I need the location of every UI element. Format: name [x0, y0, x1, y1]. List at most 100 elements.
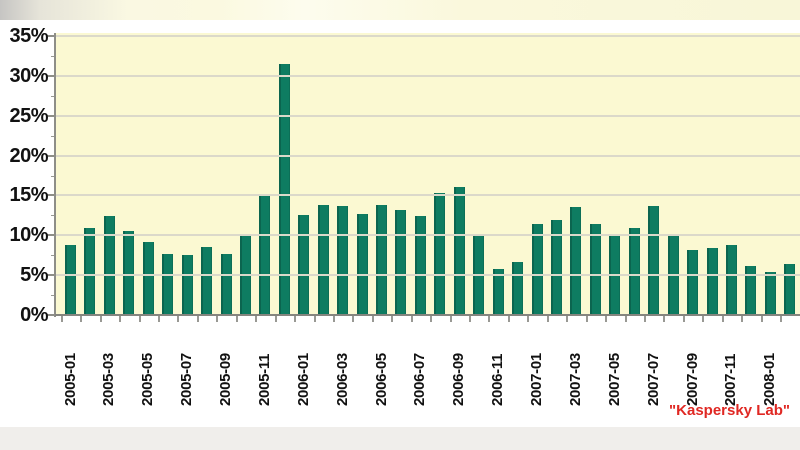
bar	[551, 220, 562, 315]
x-axis-tick	[99, 316, 102, 322]
y-axis-major-tick	[47, 314, 55, 316]
gridline	[55, 114, 800, 117]
bar	[706, 248, 718, 315]
bar	[181, 255, 193, 315]
bar	[220, 253, 232, 315]
x-axis-tick	[585, 316, 588, 322]
x-axis-tick	[663, 316, 666, 322]
y-axis-minor-tick	[51, 215, 55, 217]
bar	[376, 204, 388, 315]
y-axis-major-tick	[47, 194, 55, 197]
y-axis-label: 35%	[9, 25, 48, 47]
bar	[142, 242, 154, 315]
bar	[395, 209, 407, 315]
bar	[648, 205, 660, 315]
bar	[589, 224, 601, 315]
bar	[492, 268, 504, 315]
bar	[628, 228, 640, 315]
x-axis-tick	[780, 316, 783, 322]
gridline	[55, 234, 800, 237]
x-axis-tick	[741, 316, 744, 322]
bar	[784, 263, 796, 315]
y-axis-label: 0%	[20, 304, 48, 326]
x-axis-tick	[274, 316, 277, 322]
bar	[687, 249, 699, 315]
x-axis-label: 2007-07	[644, 353, 662, 406]
y-axis-minor-tick	[51, 295, 55, 297]
x-axis-tick	[546, 316, 549, 322]
y-axis-major-tick	[47, 114, 55, 117]
bar	[356, 213, 368, 315]
x-axis-label: 2005-05	[139, 353, 157, 406]
bar	[259, 193, 271, 315]
y-axis-label: 20%	[9, 144, 48, 167]
x-axis-tick	[507, 316, 510, 322]
x-axis-tick	[138, 316, 141, 322]
y-axis-major-tick	[47, 154, 55, 157]
y-axis-minor-tick	[51, 175, 55, 177]
x-axis-label: 2006-01	[294, 353, 312, 406]
x-axis-tick	[313, 316, 316, 322]
x-axis-label: 2007-11	[722, 353, 740, 406]
zero-baseline	[55, 314, 800, 316]
x-axis-label: 2006-11	[489, 353, 507, 406]
x-axis-label: 2005-03	[100, 353, 118, 406]
x-axis-label: 2006-09	[450, 353, 468, 406]
gridline	[55, 194, 800, 197]
x-axis-label: 2007-05	[605, 353, 623, 406]
x-axis-tick	[702, 316, 705, 322]
bar	[764, 271, 776, 315]
x-axis-tick	[410, 316, 413, 322]
y-axis-label: 10%	[9, 224, 48, 247]
bar	[725, 244, 737, 315]
x-axis-label: 2006-07	[411, 353, 429, 406]
top-gradient-strip	[0, 0, 800, 20]
bar	[453, 187, 465, 315]
x-axis-tick	[294, 316, 297, 322]
x-axis-tick	[430, 316, 433, 322]
x-axis-tick	[332, 316, 335, 322]
y-axis-major-tick	[47, 234, 55, 237]
y-axis-major-tick	[47, 35, 55, 37]
bar	[317, 204, 329, 315]
x-axis-label: 2008-01	[761, 353, 779, 406]
bar	[531, 224, 543, 315]
y-axis-minor-tick	[51, 255, 55, 257]
bar	[84, 228, 96, 315]
x-axis-tick	[371, 316, 374, 322]
x-axis-tick	[391, 316, 394, 322]
y-axis-major-tick	[47, 74, 55, 77]
y-axis-label: 5%	[20, 264, 48, 287]
x-axis-label: 2005-01	[61, 353, 79, 406]
bar	[162, 253, 174, 315]
x-axis-tick	[60, 316, 63, 322]
bar	[201, 247, 213, 315]
bar	[570, 206, 582, 315]
bar	[298, 214, 310, 315]
gridline	[55, 35, 800, 37]
x-axis-label: 2007-03	[566, 353, 584, 406]
x-axis-tick	[760, 316, 763, 322]
x-axis-tick	[682, 316, 685, 322]
x-axis-label: 2007-01	[528, 353, 546, 406]
x-axis-tick	[196, 316, 199, 322]
x-axis-label: 2005-09	[217, 353, 235, 406]
x-axis-tick	[605, 316, 608, 322]
x-axis-label: 2006-05	[372, 353, 390, 406]
x-axis-tick	[527, 316, 530, 322]
y-axis-major-tick	[47, 274, 55, 277]
x-axis-label: 2005-11	[255, 353, 273, 406]
x-axis-tick	[352, 316, 355, 322]
x-axis-tick	[643, 316, 646, 322]
bar	[337, 205, 349, 315]
gridline	[55, 74, 800, 77]
y-axis-label: 15%	[9, 184, 48, 207]
x-axis-label: 2005-07	[178, 353, 196, 406]
x-axis-tick	[624, 316, 627, 322]
x-axis-tick	[119, 316, 122, 322]
bar	[123, 230, 135, 315]
x-axis-tick	[449, 316, 452, 322]
y-axis-label: 30%	[9, 64, 48, 87]
x-axis-label: 2006-03	[333, 353, 351, 406]
bar	[512, 262, 524, 315]
